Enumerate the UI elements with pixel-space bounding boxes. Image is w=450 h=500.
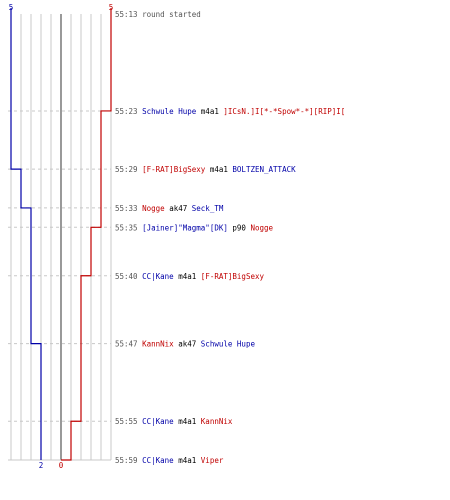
event-row: 55:35 [Jainer]"Magma"[DK] p90 Nogge (115, 223, 274, 232)
event-time: 55:47 (115, 340, 138, 349)
red-start-score-label: 5 (109, 3, 114, 12)
event-victim: KannNix (201, 417, 233, 426)
event-row: 55:23 Schwule Hupe m4a1 ]ICsN.]I[*-*Spow… (115, 107, 345, 116)
blue-team-alive-line (10, 8, 42, 460)
event-victim: Seck_TM (192, 204, 224, 213)
event-victim: Viper (201, 456, 224, 465)
event-guide-lines (8, 110, 111, 461)
event-weapon: m4a1 (178, 456, 196, 465)
event-victim: Schwule Hupe (201, 340, 256, 349)
score-labels: 5 5 2 0 (9, 3, 114, 470)
event-time: 55:35 (115, 223, 138, 232)
event-row: 55:29 [F-RAT]BigSexy m4a1 BOLTZEN_ATTACK (115, 165, 296, 174)
event-time: 55:59 (115, 456, 138, 465)
event-killer: CC|Kane (142, 272, 174, 281)
event-row: 55:55 CC|Kane m4a1 KannNix (115, 417, 233, 426)
event-killer: Nogge (142, 204, 165, 213)
event-weapon: p90 (232, 223, 246, 232)
grid-layer (10, 14, 112, 461)
event-row: 55:59 CC|Kane m4a1 Viper (115, 456, 224, 465)
event-time: 55:23 (115, 107, 138, 116)
event-killer: [Jainer]"Magma"[DK] (142, 223, 228, 232)
red-team-alive-line (61, 8, 112, 461)
event-message: round started (142, 10, 201, 19)
event-weapon: m4a1 (210, 165, 228, 174)
event-victim: Nogge (250, 223, 273, 232)
series-layer (10, 8, 112, 461)
event-killer: [F-RAT]BigSexy (142, 165, 206, 174)
event-killer: Schwule Hupe (142, 107, 197, 116)
event-row: 55:13 round started (115, 10, 201, 19)
event-time: 55:33 (115, 204, 138, 213)
event-log: 55:13 round started 55:23 Schwule Hupe m4… (115, 10, 345, 465)
event-time: 55:13 (115, 10, 138, 19)
event-victim: BOLTZEN_ATTACK (232, 165, 296, 174)
event-killer: KannNix (142, 340, 174, 349)
event-weapon: ak47 (178, 340, 196, 349)
event-time: 55:29 (115, 165, 138, 174)
event-killer: CC|Kane (142, 417, 174, 426)
event-weapon: m4a1 (178, 272, 196, 281)
event-killer: CC|Kane (142, 456, 174, 465)
event-victim: ]ICsN.]I[*-*Spow*-*][RIP]I[ (223, 107, 345, 116)
event-victim: [F-RAT]BigSexy (201, 272, 265, 281)
event-row: 55:33 Nogge ak47 Seck_TM (115, 204, 224, 213)
red-end-score-label: 0 (59, 461, 64, 470)
event-row: 55:47 KannNix ak47 Schwule Hupe (115, 340, 255, 349)
event-row: 55:40 CC|Kane m4a1 [F-RAT]BigSexy (115, 272, 264, 281)
blue-end-score-label: 2 (39, 461, 44, 470)
event-weapon: m4a1 (178, 417, 196, 426)
event-time: 55:55 (115, 417, 138, 426)
event-time: 55:40 (115, 272, 138, 281)
event-weapon: ak47 (169, 204, 187, 213)
blue-start-score-label: 5 (9, 3, 14, 12)
event-weapon: m4a1 (201, 107, 219, 116)
